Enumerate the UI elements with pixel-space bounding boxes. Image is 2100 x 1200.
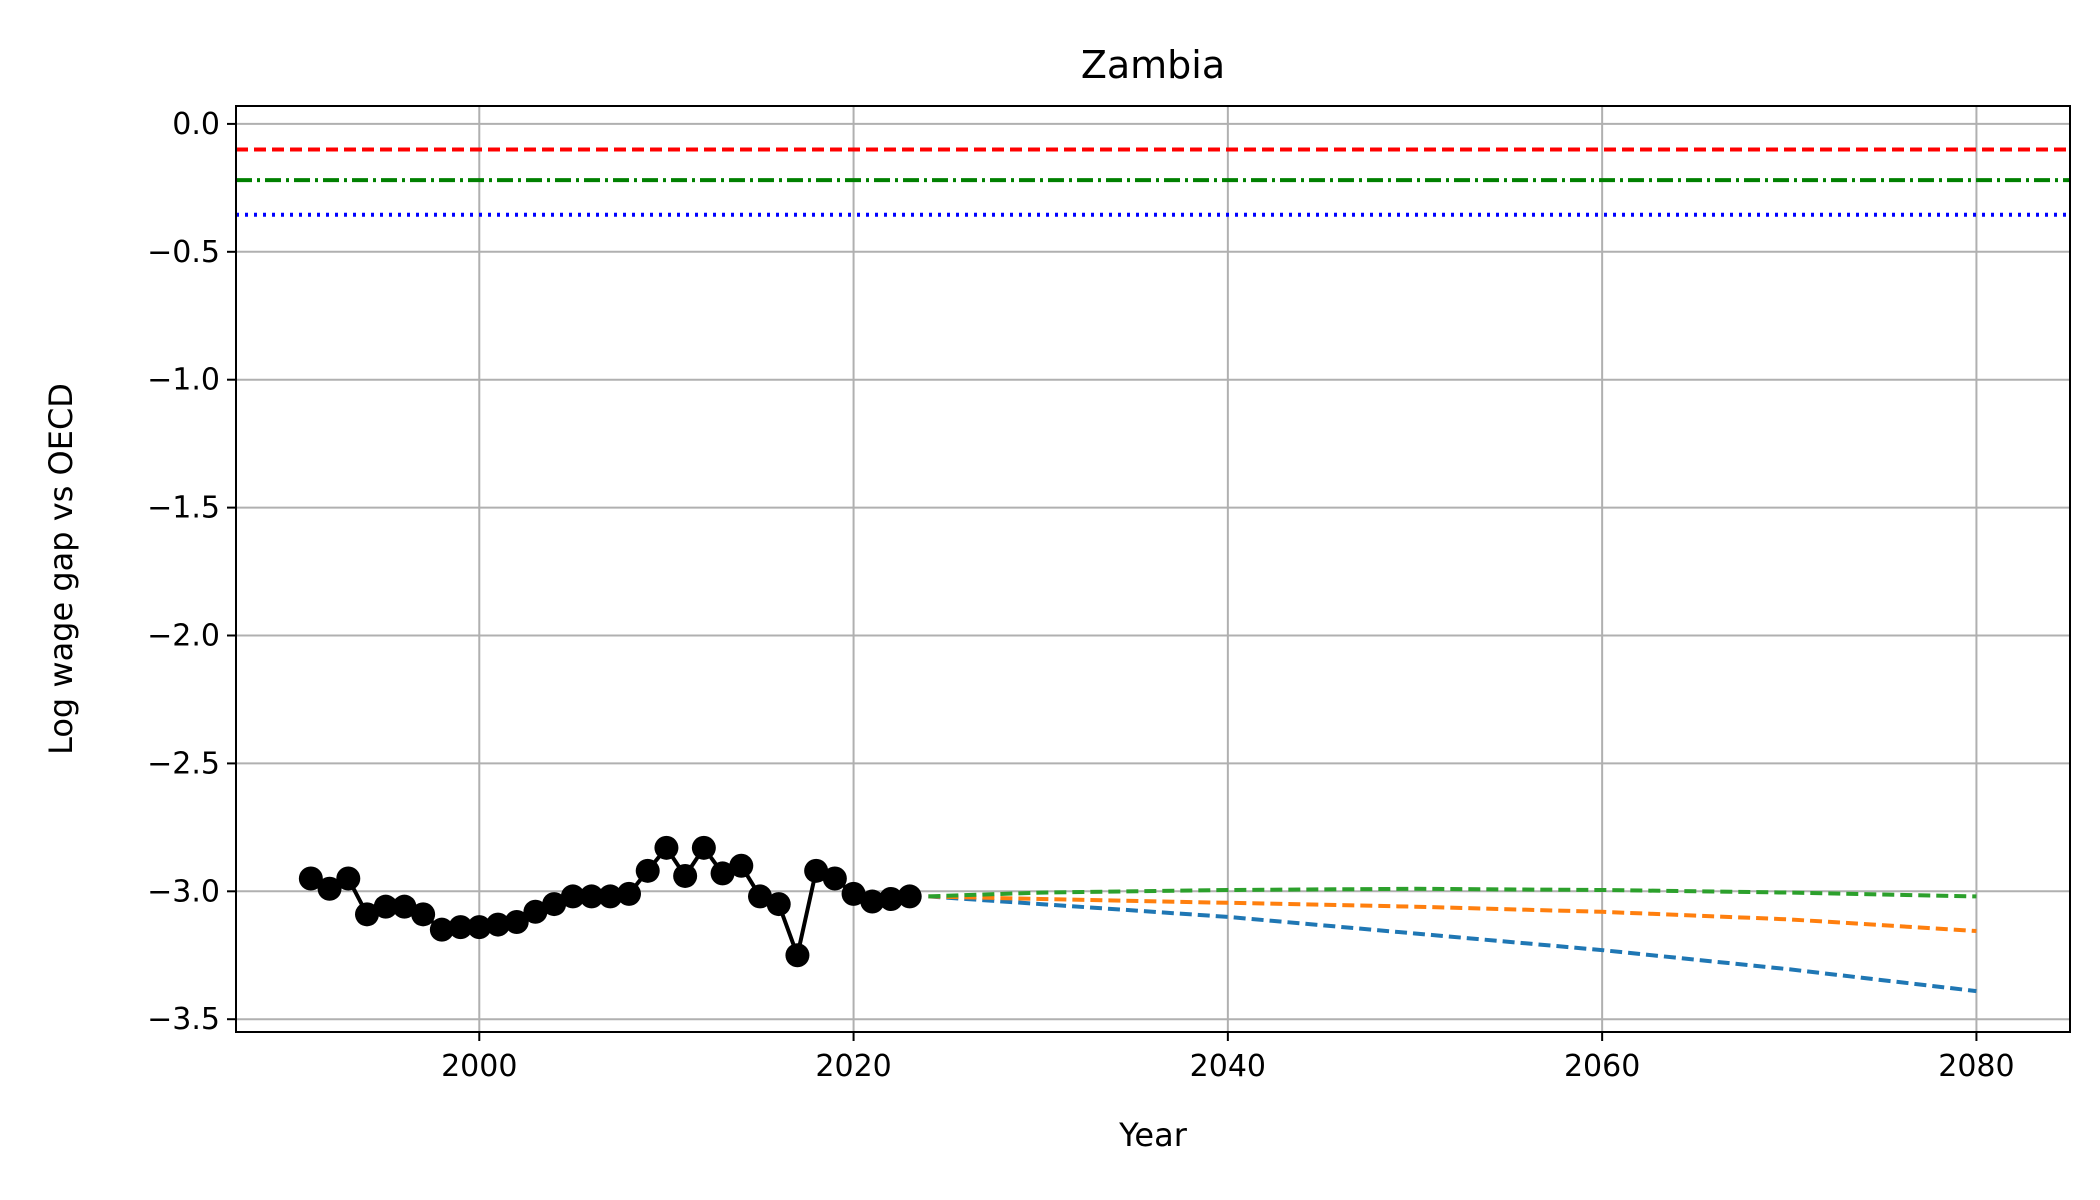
data-point [748,884,772,909]
reference-lines [236,147,2070,217]
data-point [317,876,342,901]
data-point [841,881,866,906]
x-axis-label: Year [1118,1116,1188,1154]
data-point [392,894,417,919]
data-point [822,866,847,891]
data-point [766,892,791,917]
y-tick-label: −0.5 [147,235,220,270]
data-point [579,884,604,909]
x-tick-label: 2040 [1190,1049,1266,1084]
data-point [897,884,922,909]
x-tick-label: 2080 [1938,1049,2014,1084]
data-point [785,943,810,968]
data-point [710,861,735,886]
data-point [355,902,379,927]
data-point [879,886,903,911]
series-group [298,835,1977,994]
x-tick-label: 2020 [815,1049,891,1084]
y-tick-label: −1.0 [147,363,220,398]
data-point [523,899,548,924]
data-point [411,902,436,927]
data-point [804,858,829,883]
data-point [298,866,323,891]
data-point [598,884,623,909]
series-line [928,894,1977,994]
data-point [860,889,885,914]
y-tick-label: −3.0 [147,874,220,909]
chart-title: Zambia [1081,43,1225,87]
series-line [928,886,1977,899]
y-tick-label: −2.5 [147,746,220,781]
data-point [373,894,398,919]
y-axis-label: Log wage gap vs OECD [42,383,80,755]
axis-ticks: 2000 2020 2040 2060 2080 0.0 −0.5 −1.0 −1.5 −2.0 −… [147,107,2014,1084]
data-point [617,881,641,906]
grid [236,106,2070,1032]
x-tick-label: 2000 [441,1049,517,1084]
data-point [729,853,754,878]
data-point [542,892,567,917]
y-tick-label: 0.0 [172,107,220,142]
data-point [486,912,510,937]
y-tick-label: −3.5 [147,1002,220,1037]
plot-frame [235,105,2071,1033]
data-point [504,910,529,935]
data-point [336,866,361,891]
x-tick-label: 2060 [1564,1049,1640,1084]
data-point [467,915,492,940]
series-line [928,894,1977,933]
y-tick-label: −2.0 [147,619,220,654]
data-point [673,863,698,888]
data-point [560,884,585,909]
data-point [635,858,660,883]
y-tick-label: −1.5 [147,491,220,526]
data-point [448,915,473,940]
data-point [691,835,716,860]
data-point [429,917,454,942]
data-point [654,835,679,860]
